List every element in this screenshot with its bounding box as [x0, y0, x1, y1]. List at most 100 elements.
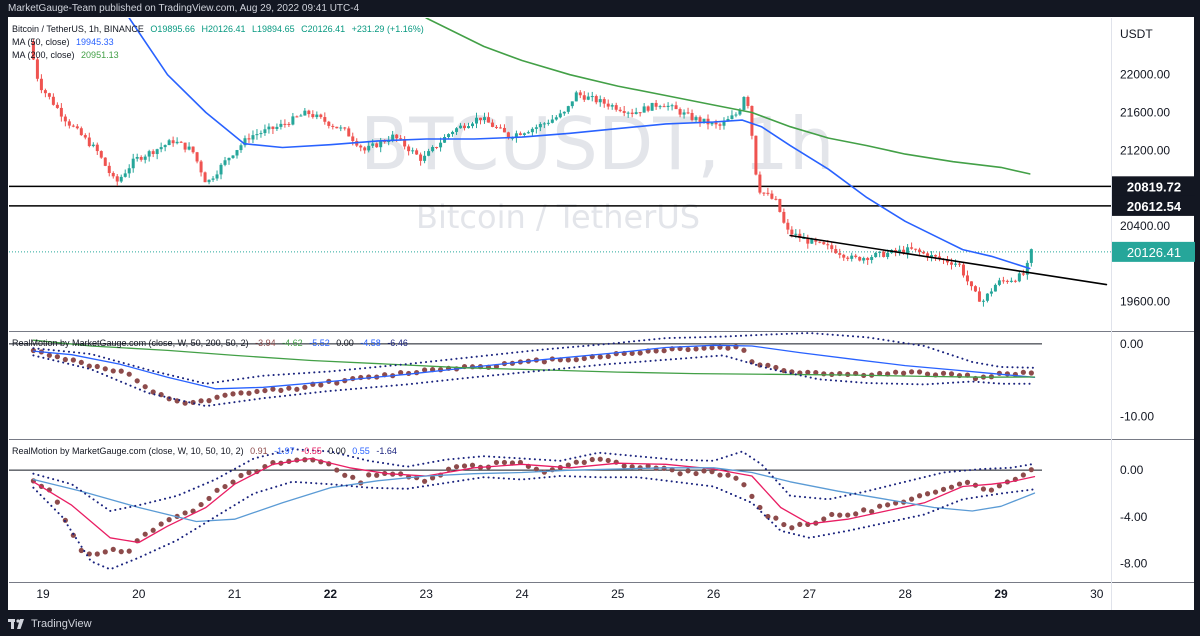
realmotion-dot [134, 378, 140, 384]
candle [115, 174, 119, 186]
candle-body [375, 143, 379, 148]
candle-body [858, 256, 862, 261]
candle [243, 135, 247, 148]
last-price-badge [1112, 241, 1195, 262]
candle-body [946, 259, 950, 263]
x-tick-label: 27 [803, 587, 817, 601]
candle [754, 135, 758, 176]
candle-body [985, 293, 989, 301]
realmotion-dot [996, 483, 1003, 489]
price-plot [9, 18, 1111, 307]
candle-body [754, 135, 758, 175]
candle-body [993, 284, 997, 292]
candle [930, 251, 934, 262]
candle [538, 122, 542, 132]
candle-body [247, 138, 251, 140]
candle-body [658, 106, 662, 108]
candle-body [279, 123, 283, 127]
candle [694, 115, 698, 122]
candle-body [906, 247, 910, 254]
candle-body [35, 59, 39, 79]
candle [638, 112, 642, 117]
candle-body [622, 111, 626, 113]
candle [367, 140, 371, 153]
candle [730, 110, 734, 120]
candle [47, 92, 51, 100]
candle [562, 111, 566, 116]
chart-canvas[interactable] [8, 17, 1194, 610]
realmotion-dot [46, 352, 52, 358]
realmotion-dot [916, 369, 923, 375]
rm1-legend-value: -4.62 [282, 338, 303, 348]
realmotion-dot [158, 521, 164, 527]
realmotion-1-legend[interactable]: RealMotion by MarketGauge.com (close, W,… [12, 338, 412, 348]
candle-body [423, 155, 427, 161]
candle [267, 123, 271, 134]
candle [914, 248, 918, 252]
candle [187, 142, 191, 151]
candle [526, 130, 530, 134]
realmotion-dot [573, 357, 579, 363]
candle [478, 117, 482, 125]
y-tick-label: -4.00 [1120, 510, 1148, 524]
candle [95, 142, 99, 156]
realmotion-dot [334, 380, 340, 386]
realmotion-dot [581, 459, 587, 465]
candle-body [415, 150, 419, 155]
candle-body [1001, 280, 1005, 282]
realmotion-dot [102, 366, 108, 372]
candle-body [850, 255, 854, 259]
realmotion-dot [1028, 370, 1034, 376]
candle-body [830, 245, 834, 250]
candle [798, 229, 802, 242]
candle [842, 253, 846, 261]
candle-body [838, 253, 842, 255]
candle-body [467, 126, 471, 129]
candle [87, 132, 91, 148]
candle [578, 90, 582, 99]
realmotion-dot [102, 549, 108, 555]
candle [191, 146, 195, 154]
realmotion-dot [916, 493, 923, 499]
candle-body [435, 147, 439, 149]
realmotion-dot [940, 486, 947, 492]
candle-body [159, 147, 163, 150]
candle [231, 155, 235, 159]
realmotion-dot [302, 384, 308, 390]
realmotion-dot [980, 486, 987, 492]
candle-body [682, 112, 686, 115]
x-tick-label: 30 [1090, 587, 1104, 601]
ma200-legend[interactable]: MA (200, close) 20951.13 [12, 50, 123, 60]
candle-body [918, 249, 922, 252]
candle-body [411, 150, 415, 152]
realmotion-dot [940, 370, 947, 376]
realmotion-2-legend[interactable]: RealMotion by MarketGauge.com (close, W,… [12, 446, 401, 456]
x-tick-label: 22 [324, 587, 338, 601]
candle-body [1013, 280, 1017, 282]
price-legend: Bitcoin / TetherUS, 1h, BINANCE O19895.6… [12, 24, 428, 34]
candle-body [1009, 280, 1013, 282]
candle-body [1025, 262, 1029, 275]
candle [546, 119, 550, 126]
candle-body [930, 255, 934, 258]
candle-body [395, 134, 399, 139]
watermark-name: Bitcoin / TetherUS [416, 198, 701, 236]
candle [758, 171, 762, 195]
ma50-legend[interactable]: MA (50, close) 19945.33 [12, 37, 118, 47]
candle-body [894, 250, 898, 253]
realmotion-dot [230, 391, 236, 397]
candle-body [698, 117, 702, 123]
candle [874, 251, 878, 258]
candle-body [131, 158, 135, 169]
candle-body [798, 233, 802, 239]
candle [331, 123, 335, 130]
candle [67, 119, 71, 129]
candle-body [1005, 280, 1009, 282]
realmotion-dot [637, 465, 643, 471]
candle-body [451, 131, 455, 135]
candle [574, 90, 578, 102]
realmotion-dot [709, 345, 715, 351]
candle-body [602, 99, 606, 104]
realmotion-dot [645, 463, 651, 469]
